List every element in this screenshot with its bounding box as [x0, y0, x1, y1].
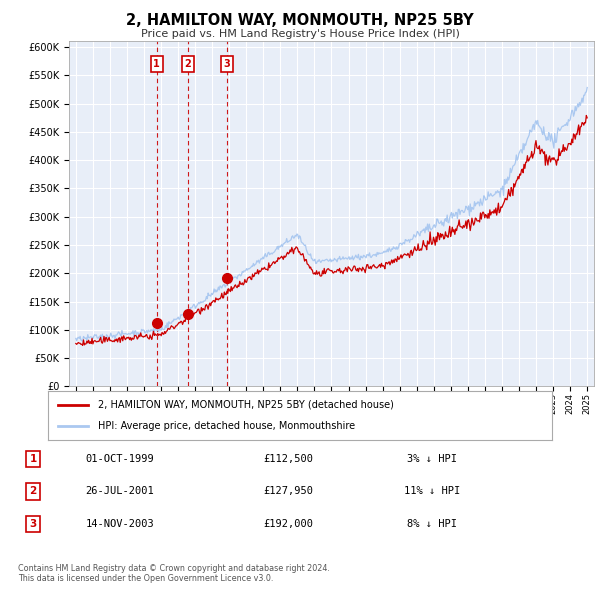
Text: 14-NOV-2003: 14-NOV-2003: [86, 519, 154, 529]
Text: 11% ↓ HPI: 11% ↓ HPI: [404, 487, 460, 496]
Text: 2, HAMILTON WAY, MONMOUTH, NP25 5BY: 2, HAMILTON WAY, MONMOUTH, NP25 5BY: [126, 13, 474, 28]
Text: 26-JUL-2001: 26-JUL-2001: [86, 487, 154, 496]
Text: HPI: Average price, detached house, Monmouthshire: HPI: Average price, detached house, Monm…: [98, 421, 356, 431]
Text: Price paid vs. HM Land Registry's House Price Index (HPI): Price paid vs. HM Land Registry's House …: [140, 29, 460, 38]
Text: £192,000: £192,000: [263, 519, 313, 529]
Text: 01-OCT-1999: 01-OCT-1999: [86, 454, 154, 464]
Text: 2: 2: [29, 487, 37, 496]
Text: 3% ↓ HPI: 3% ↓ HPI: [407, 454, 457, 464]
Text: 8% ↓ HPI: 8% ↓ HPI: [407, 519, 457, 529]
Text: 3: 3: [29, 519, 37, 529]
Text: £112,500: £112,500: [263, 454, 313, 464]
Text: 2: 2: [184, 59, 191, 69]
Text: 2, HAMILTON WAY, MONMOUTH, NP25 5BY (detached house): 2, HAMILTON WAY, MONMOUTH, NP25 5BY (det…: [98, 399, 394, 409]
Text: 3: 3: [224, 59, 230, 69]
Text: £127,950: £127,950: [263, 487, 313, 496]
Text: Contains HM Land Registry data © Crown copyright and database right 2024.
This d: Contains HM Land Registry data © Crown c…: [18, 564, 330, 583]
Text: 1: 1: [154, 59, 160, 69]
Text: 1: 1: [29, 454, 37, 464]
